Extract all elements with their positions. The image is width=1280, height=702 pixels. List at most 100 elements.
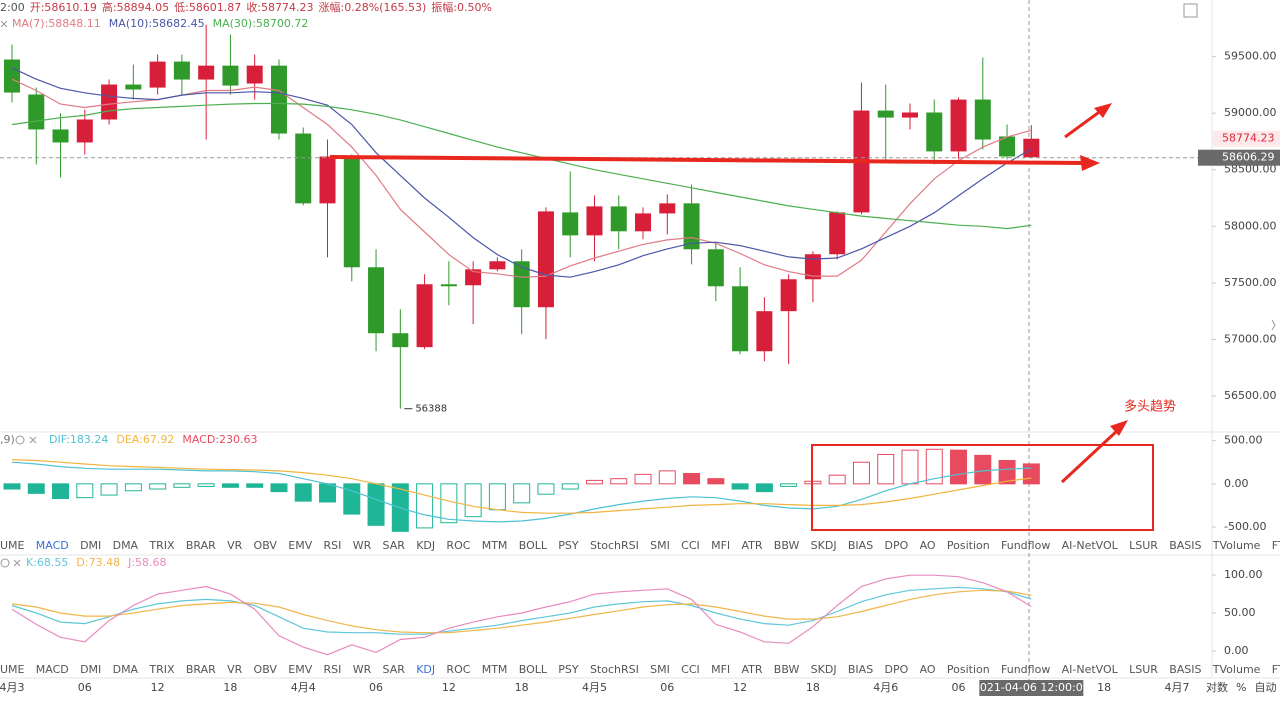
candle-body bbox=[901, 112, 918, 118]
side-handle[interactable] bbox=[1271, 319, 1276, 331]
indicator-tab[interactable]: SKDJ bbox=[811, 539, 837, 552]
indicator-tab[interactable]: CCI bbox=[681, 539, 700, 552]
close-icon bbox=[0, 20, 8, 28]
indicator-tab[interactable]: ATR bbox=[741, 663, 762, 676]
indicator-tab[interactable]: Fundflow bbox=[1001, 539, 1050, 552]
crosshair-time-tag bbox=[979, 680, 1084, 696]
indicator-tab[interactable]: BBW bbox=[774, 663, 800, 676]
arrow-head bbox=[1110, 420, 1128, 436]
indicator-tab[interactable]: TVolume bbox=[1212, 539, 1261, 552]
indicator-tab[interactable]: PSY bbox=[558, 663, 579, 676]
indicator-tab[interactable]: DMA bbox=[113, 663, 139, 676]
macd-line bbox=[11, 459, 1032, 514]
x-tick-label: 4月4 bbox=[291, 681, 316, 694]
indicator-tab[interactable]: DMI bbox=[80, 539, 101, 552]
candle-body bbox=[659, 203, 676, 214]
indicator-tab[interactable]: Fundflow bbox=[1001, 663, 1050, 676]
macd-bar bbox=[658, 470, 676, 485]
info-value: 低:58601.87 bbox=[174, 1, 241, 14]
macd-bar bbox=[950, 449, 968, 485]
indicator-tab[interactable]: MTM bbox=[482, 539, 508, 552]
indicator-tab[interactable]: MACD bbox=[36, 663, 69, 676]
candle-body bbox=[295, 133, 312, 204]
candle-body bbox=[804, 254, 821, 280]
annotation-arrow bbox=[1060, 428, 1120, 484]
indicator-tab[interactable]: BOLL bbox=[519, 663, 548, 676]
indicator-tab[interactable]: CCI bbox=[681, 663, 700, 676]
indicator-tab[interactable]: FTBS bbox=[1272, 663, 1280, 676]
indicator-tab[interactable]: LSUR bbox=[1129, 539, 1158, 552]
indicator-tab[interactable]: AI-NetVOL bbox=[1062, 539, 1119, 552]
macd-bar bbox=[610, 478, 628, 485]
y-tick-label: 58000.00 bbox=[1224, 219, 1277, 232]
indicator-tab[interactable]: MACD bbox=[36, 539, 69, 552]
x-tick-label: 12 bbox=[151, 681, 165, 694]
indicator-tab[interactable]: FTBS bbox=[1272, 539, 1280, 552]
indicator-tab[interactable]: UME bbox=[0, 539, 25, 552]
icons bbox=[0, 3, 1276, 568]
expand-icon[interactable] bbox=[1183, 3, 1198, 18]
indicator-tab[interactable]: MFI bbox=[711, 539, 730, 552]
indicator-tab[interactable]: VR bbox=[227, 663, 243, 676]
kdj-line bbox=[11, 589, 1032, 634]
scale-control[interactable]: % bbox=[1236, 681, 1246, 694]
indicator-tab[interactable]: EMV bbox=[288, 539, 312, 552]
indicator-tab[interactable]: SKDJ bbox=[811, 663, 837, 676]
indicator-tab[interactable]: AI-NetVOL bbox=[1062, 663, 1119, 676]
scale-control[interactable]: 自动 bbox=[1254, 681, 1276, 694]
indicator-tab[interactable]: DPO bbox=[885, 539, 909, 552]
candle-body bbox=[101, 84, 118, 120]
indicator-tab[interactable]: BIAS bbox=[848, 663, 873, 676]
indicator-tab[interactable]: TVolume bbox=[1212, 663, 1261, 676]
macd-bar bbox=[221, 483, 239, 488]
indicator-tab[interactable]: TRIX bbox=[148, 539, 175, 552]
candle-body bbox=[28, 94, 45, 130]
indicator-tab[interactable]: LSUR bbox=[1129, 663, 1158, 676]
indicator-tab[interactable]: DMI bbox=[80, 663, 101, 676]
indicator-tab[interactable]: BIAS bbox=[848, 539, 873, 552]
indicator-tab[interactable]: UME bbox=[0, 663, 25, 676]
indicator-tab[interactable]: TRIX bbox=[148, 663, 175, 676]
indicator-tab[interactable]: DPO bbox=[885, 663, 909, 676]
indicator-tab[interactable]: KDJ bbox=[416, 539, 435, 552]
candle-body bbox=[270, 65, 287, 134]
indicator-tab[interactable]: OBV bbox=[254, 539, 278, 552]
indicator-tab[interactable]: Position bbox=[947, 539, 990, 552]
indicator-tab[interactable]: Position bbox=[947, 663, 990, 676]
indicator-tab[interactable]: AO bbox=[920, 663, 936, 676]
indicator-tab[interactable]: WR bbox=[353, 663, 372, 676]
indicator-tab[interactable]: EMV bbox=[288, 663, 312, 676]
indicator-tab[interactable]: RSI bbox=[324, 539, 342, 552]
indicator-tab[interactable]: DMA bbox=[113, 539, 139, 552]
indicator-tab[interactable]: BOLL bbox=[519, 539, 548, 552]
indicator-tab[interactable]: PSY bbox=[558, 539, 579, 552]
indicator-tab[interactable]: OBV bbox=[254, 663, 278, 676]
x-tick-label: 06 bbox=[660, 681, 674, 694]
macd-bar bbox=[634, 473, 652, 485]
indicator-tab[interactable]: BASIS bbox=[1169, 539, 1201, 552]
indicator-tab[interactable]: KDJ bbox=[416, 663, 435, 676]
indicator-tab[interactable]: MFI bbox=[711, 663, 730, 676]
indicator-tab[interactable]: ROC bbox=[446, 663, 470, 676]
indicator-tab[interactable]: BRAR bbox=[186, 539, 216, 552]
indicator-tab[interactable]: MTM bbox=[482, 663, 508, 676]
indicator-tab[interactable]: AO bbox=[920, 539, 936, 552]
indicator-tab[interactable]: VR bbox=[227, 539, 243, 552]
macd-bar bbox=[683, 472, 701, 485]
macd-bar bbox=[197, 483, 215, 487]
indicator-tab[interactable]: WR bbox=[353, 539, 372, 552]
scale-control[interactable]: 对数 bbox=[1206, 680, 1228, 694]
indicator-tab[interactable]: StochRSI bbox=[590, 539, 639, 552]
indicator-tab[interactable]: SMI bbox=[650, 539, 670, 552]
indicator-tab[interactable]: ROC bbox=[446, 539, 470, 552]
indicator-tab[interactable]: StochRSI bbox=[590, 663, 639, 676]
indicator-tab[interactable]: SMI bbox=[650, 663, 670, 676]
indicator-tab[interactable]: BBW bbox=[774, 539, 800, 552]
indicator-tab[interactable]: ATR bbox=[741, 539, 762, 552]
indicator-tab[interactable]: BRAR bbox=[186, 663, 216, 676]
indicator-tab[interactable]: BASIS bbox=[1169, 663, 1201, 676]
indicator-tab[interactable]: SAR bbox=[383, 663, 406, 676]
indicator-tab[interactable]: SAR bbox=[383, 539, 406, 552]
indicator-tab[interactable]: RSI bbox=[324, 663, 342, 676]
